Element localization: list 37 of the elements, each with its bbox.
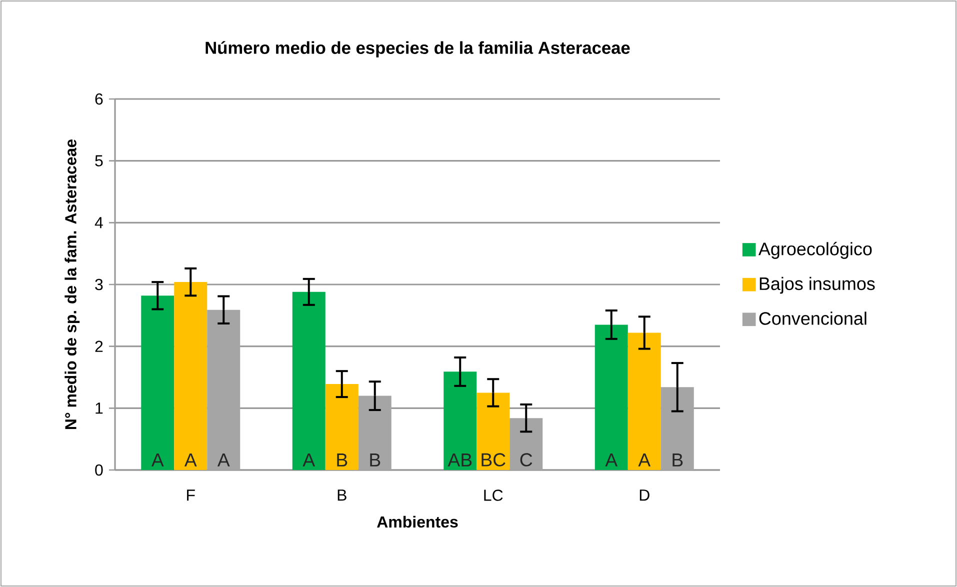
bar: [444, 372, 477, 470]
legend-label: Bajos insumos: [760, 276, 875, 294]
x-tick-label: D: [640, 490, 650, 501]
chart-title: Número medio de especies de la familia Asteraceae: [206, 41, 630, 58]
bar: [325, 384, 358, 470]
data-label: A: [217, 454, 230, 466]
y-axis-title: N° medio de sp. de la fam. Asteraceae: [64, 139, 80, 430]
bar: [594, 324, 628, 470]
x-tick-label: F: [187, 490, 195, 501]
data-label: A: [638, 454, 651, 466]
y-tick-label: 5: [95, 155, 103, 166]
x-tick-label: B: [338, 490, 346, 501]
data-label: AB: [448, 454, 472, 466]
bar: [476, 392, 510, 470]
data-label: A: [151, 454, 164, 466]
data-label: A: [184, 454, 197, 466]
y-tick-label: 1: [96, 402, 103, 414]
bar: [628, 332, 661, 470]
data-label: A: [605, 454, 618, 466]
data-label: BC: [482, 453, 506, 466]
legend-label: Agroecológico: [758, 242, 872, 259]
y-tick-label: 2: [95, 340, 103, 352]
data-label: B: [672, 454, 683, 466]
bar: [174, 282, 208, 470]
data-label: B: [337, 454, 348, 466]
y-tick-label: 4: [94, 217, 103, 228]
legend-label: Convencional: [759, 312, 866, 325]
bar: [141, 296, 174, 470]
data-label: A: [302, 454, 316, 466]
x-axis-title: Ambientes: [377, 516, 458, 528]
x-tick-label: LC: [484, 490, 503, 501]
data-label: C: [520, 453, 532, 466]
data-label: B: [370, 454, 380, 466]
bar: [292, 292, 326, 470]
y-tick-label: 0: [95, 464, 103, 476]
y-tick-label: 3: [95, 278, 103, 290]
y-tick-label: 6: [95, 93, 103, 105]
